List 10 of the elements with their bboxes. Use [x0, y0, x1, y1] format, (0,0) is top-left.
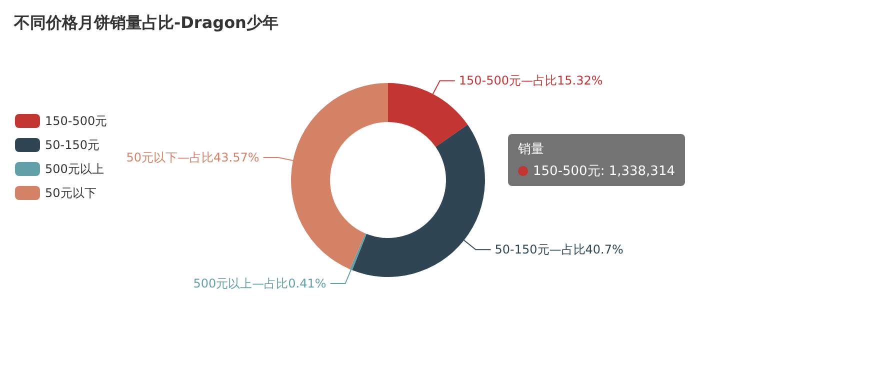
- legend-label: 500元以上: [45, 160, 104, 178]
- data-label: 50-150元—占比40.7%: [494, 242, 624, 257]
- chart-title: 不同价格月饼销量占比-Dragon少年: [13, 13, 278, 32]
- legend-label: 150-500元: [45, 112, 108, 130]
- legend-label: 50-150元: [45, 136, 100, 154]
- tooltip-box: 销量 150-500元: 1,338,314: [508, 134, 685, 186]
- data-label: 500元以上—占比0.41%: [193, 276, 326, 291]
- data-label: 50元以下—占比43.57%: [126, 150, 260, 165]
- data-label: 150-500元—占比15.32%: [458, 74, 603, 88]
- legend-label: 50元以下: [45, 184, 96, 202]
